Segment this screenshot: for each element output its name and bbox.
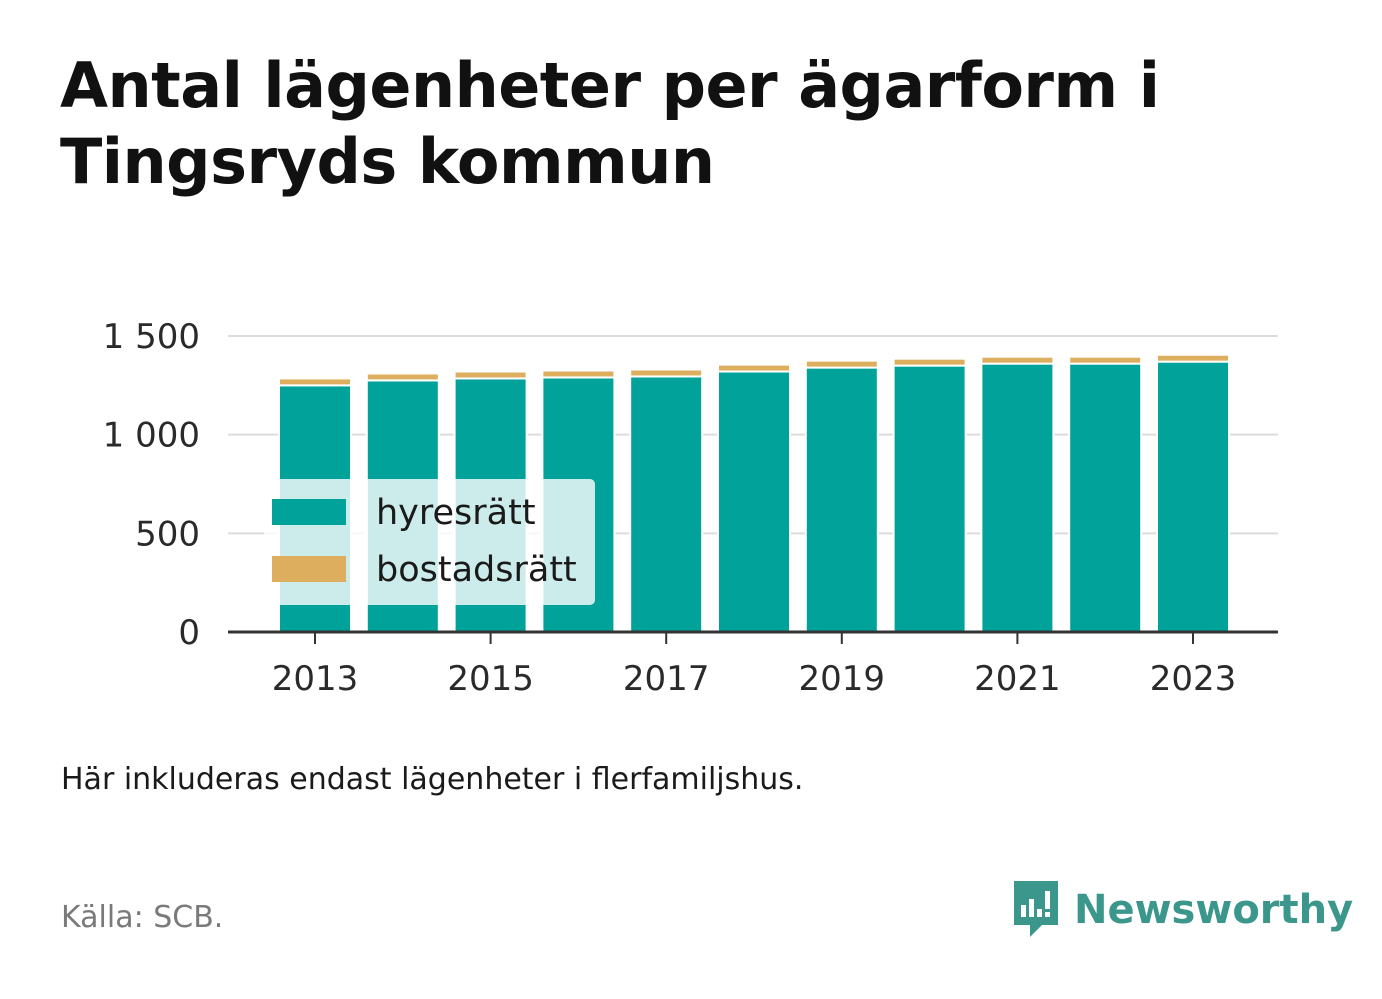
bar-hyresratt: [1156, 360, 1230, 633]
y-tick-label: 500: [135, 514, 200, 554]
bar-hyresratt: [804, 366, 879, 633]
x-tick-label: 2021: [974, 659, 1061, 699]
chart-note: Här inkluderas endast lägenheter i flerf…: [61, 762, 804, 797]
y-tick-label: 0: [178, 613, 200, 653]
legend-background: [264, 479, 595, 605]
x-tick-label: 2019: [799, 659, 886, 699]
bar-hyresratt: [717, 370, 791, 633]
x-tick-label: 2023: [1150, 659, 1237, 699]
x-tick-label: 2013: [272, 659, 359, 699]
bar-bostadsratt: [365, 372, 440, 382]
bar-bostadsratt: [717, 363, 791, 373]
x-axis-ticks: 2013 2015 2017 2019 2021 2023: [272, 632, 1237, 699]
bar-bostadsratt: [980, 355, 1055, 365]
chart-title: Antal lägenheter per ägarform i Tingsryd…: [60, 49, 1160, 198]
bar-bostadsratt: [892, 357, 967, 367]
y-tick-label: 1 000: [103, 416, 200, 456]
bar-bostadsratt: [453, 370, 528, 380]
bar-hyresratt: [629, 375, 704, 633]
legend: hyresrätt bostadsrätt: [264, 479, 595, 605]
legend-swatch-hyresratt: [272, 499, 346, 525]
source-credit: Källa: SCB.: [61, 900, 224, 935]
legend-swatch-bostadsratt: [272, 556, 346, 582]
newsworthy-logo-icon: [1014, 881, 1058, 937]
bar-bostadsratt: [1068, 355, 1143, 365]
bar-bostadsratt: [278, 377, 352, 387]
bar-bostadsratt: [804, 359, 879, 369]
legend-label-hyresratt: hyresrätt: [376, 493, 536, 533]
bar-hyresratt: [892, 364, 967, 633]
bar-bostadsratt: [1156, 353, 1230, 363]
x-tick-label: 2015: [447, 659, 534, 699]
bar-hyresratt: [1068, 362, 1143, 633]
x-tick-label: 2017: [623, 659, 710, 699]
bar-bostadsratt: [541, 369, 616, 379]
brand-name: Newsworthy: [1074, 887, 1354, 933]
legend-label-bostadsratt: bostadsrätt: [376, 550, 577, 590]
brand-logo: Newsworthy: [1010, 878, 1353, 942]
bar-bostadsratt: [629, 368, 704, 378]
y-tick-label: 1 500: [103, 317, 200, 357]
y-axis-ticks: 0 500 1 000 1 500: [103, 317, 200, 653]
bar-hyresratt: [980, 362, 1055, 633]
